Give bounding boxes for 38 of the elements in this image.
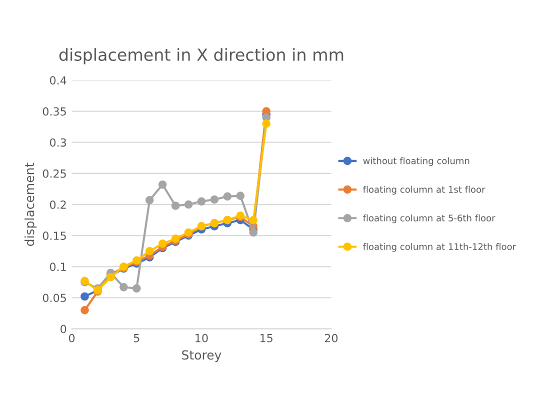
point [145,196,154,204]
x-tick-label: 20 [324,334,338,342]
y-tick-label: 0.35 [42,107,66,116]
y-axis-title: displacement [24,162,37,246]
x-tick-label: 15 [260,334,272,342]
point [223,192,232,201]
point [119,283,128,292]
y-tick-label: 0 [60,324,66,334]
point [249,216,258,224]
y-tick-label: 0.05 [42,294,66,302]
point [80,292,89,301]
point [262,120,271,128]
point [197,197,206,206]
x-tick-label: 5 [134,334,140,342]
legend-label: without floating column [363,157,470,166]
point [80,306,89,314]
x-tick-label: 0 [68,334,75,342]
x-axis-title: Storey [182,350,222,362]
chart-title: displacement in X direction in mm [59,48,344,64]
point [249,228,258,237]
point [132,284,141,293]
point [145,246,154,256]
x-tick-label: 10 [196,334,208,342]
y-tick-label: 0.1 [50,262,66,272]
legend-label: floating column at 5-6th floor [363,214,496,224]
point [184,200,193,209]
y-tick-label: 0.25 [42,169,66,178]
point [158,180,167,189]
legend-label: floating column at 11th-12th floor [363,243,516,252]
point [236,192,245,200]
y-tick-label: 0.15 [42,232,66,240]
point [210,195,219,204]
legend-label: floating column at 1st floor [363,186,486,195]
y-tick-label: 0.4 [50,76,66,85]
y-tick-label: 0.2 [50,200,66,209]
point [158,240,167,248]
point [171,202,180,210]
y-tick-label: 0.3 [50,138,66,147]
